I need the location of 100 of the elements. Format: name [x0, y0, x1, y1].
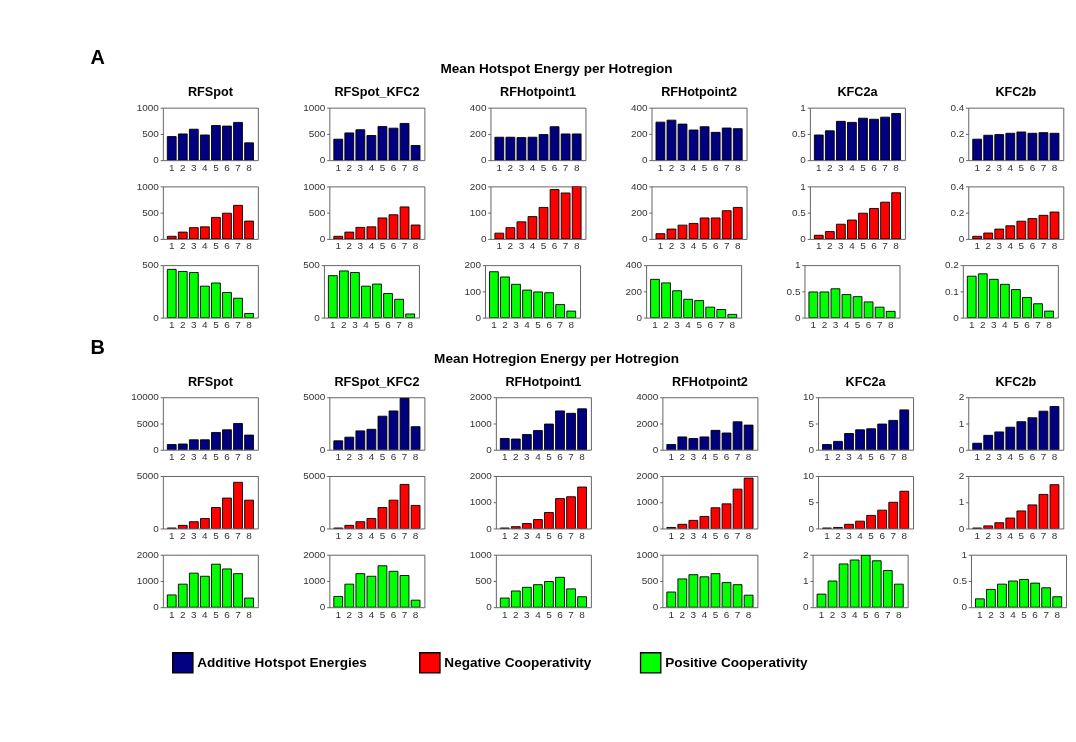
x-tick-label: 4 [701, 451, 708, 463]
x-tick-label: 5 [854, 319, 861, 331]
y-tick-label: 0 [480, 233, 487, 245]
x-tick-label: 2 [341, 319, 348, 331]
y-tick-label: 400 [630, 180, 648, 192]
x-tick-label: 6 [879, 529, 886, 541]
x-tick-label: 4 [1002, 319, 1009, 331]
x-tick-label: 3 [524, 529, 531, 541]
x-tick-label: 6 [224, 608, 231, 620]
y-tick-label: 500 [475, 575, 493, 587]
x-tick-label: 8 [893, 240, 900, 252]
y-tick-label: 1000 [469, 417, 493, 429]
x-tick-label: 1 [816, 161, 823, 173]
x-tick-label: 2 [513, 451, 520, 463]
x-tick-label: 6 [557, 529, 564, 541]
x-tick-label: 8 [1046, 319, 1053, 331]
x-tick-label: 6 [712, 240, 719, 252]
x-tick-label: 4 [1007, 161, 1014, 173]
y-tick-label: 0.4 [950, 101, 965, 113]
y-tick-label: 400 [469, 101, 487, 113]
x-tick-label: 1 [335, 240, 342, 252]
y-tick-label: 0 [958, 522, 965, 534]
x-tick-label: 5 [213, 608, 220, 620]
legend-label: Positive Cooperativity [665, 655, 809, 671]
y-tick-label: 0 [319, 443, 326, 455]
x-tick-label: 5 [379, 161, 386, 173]
x-tick-label: 8 [745, 529, 752, 541]
x-tick-label: 5 [860, 240, 867, 252]
x-tick-label: 7 [235, 608, 242, 620]
y-tick-label: 2000 [469, 391, 493, 403]
x-tick-label: 7 [568, 608, 575, 620]
chart-title: KFC2b [995, 374, 1037, 389]
x-tick-label: 5 [862, 608, 869, 620]
x-tick-label: 4 [849, 240, 856, 252]
x-tick-label: 8 [1051, 240, 1058, 252]
x-tick-label: 1 [501, 608, 508, 620]
x-tick-label: 1 [496, 161, 503, 173]
x-tick-label: 1 [974, 529, 981, 541]
x-tick-label: 3 [357, 161, 364, 173]
x-tick-label: 3 [846, 451, 853, 463]
y-tick-label: 1000 [303, 101, 326, 113]
x-tick-label: 5 [374, 319, 381, 331]
x-tick-label: 7 [235, 319, 242, 331]
y-tick-label: 200 [630, 206, 648, 218]
chart-title: KFC2b [995, 84, 1037, 99]
y-tick-label: 500 [641, 575, 659, 587]
x-tick-label: 8 [412, 161, 419, 173]
x-tick-label: 5 [546, 608, 553, 620]
y-tick-label: 10 [802, 470, 815, 482]
x-tick-label: 3 [524, 451, 531, 463]
x-tick-label: 2 [180, 161, 187, 173]
x-tick-label: 6 [557, 451, 564, 463]
x-tick-label: 8 [568, 319, 575, 331]
chart-title: KFC2a [837, 84, 879, 99]
x-tick-label: 3 [524, 608, 531, 620]
chart-title: RFSpot [187, 84, 234, 99]
x-tick-label: 3 [357, 529, 364, 541]
x-tick-label: 1 [824, 529, 831, 541]
x-tick-label: 2 [346, 161, 353, 173]
x-tick-label: 1 [668, 608, 675, 620]
x-tick-label: 6 [712, 161, 719, 173]
x-tick-label: 8 [246, 240, 253, 252]
x-tick-label: 2 [346, 451, 353, 463]
y-tick-label: 200 [469, 128, 487, 140]
x-tick-label: 4 [535, 451, 542, 463]
x-tick-label: 2 [679, 608, 686, 620]
x-tick-label: 4 [202, 608, 209, 620]
x-tick-label: 6 [1029, 161, 1036, 173]
x-tick-label: 6 [1029, 529, 1036, 541]
x-tick-label: 4 [1007, 451, 1014, 463]
x-tick-label: 4 [685, 319, 692, 331]
y-tick-label: 100 [464, 285, 482, 297]
x-tick-label: 4 [1007, 240, 1014, 252]
text: B [90, 335, 105, 358]
y-tick-label: 0 [319, 601, 326, 613]
y-tick-label: 2000 [469, 470, 493, 482]
x-tick-label: 6 [390, 161, 397, 173]
x-tick-label: 7 [1040, 529, 1047, 541]
y-tick-label: 200 [469, 180, 487, 192]
chart-title: RFHotpoint2 [671, 374, 748, 389]
y-tick-label: 0.5 [786, 285, 801, 297]
x-tick-label: 3 [352, 319, 359, 331]
x-tick-label: 5 [712, 608, 719, 620]
x-tick-label: 6 [1029, 451, 1036, 463]
x-tick-label: 6 [546, 319, 553, 331]
x-tick-label: 5 [540, 161, 547, 173]
x-tick-label: 3 [690, 451, 697, 463]
x-tick-label: 4 [202, 529, 209, 541]
y-tick-label: 0.5 [792, 128, 807, 140]
y-tick-label: 1000 [469, 548, 493, 560]
x-tick-label: 7 [1040, 240, 1047, 252]
x-tick-label: 7 [890, 451, 897, 463]
x-tick-label: 2 [180, 451, 187, 463]
x-tick-label: 6 [871, 240, 878, 252]
x-tick-label: 8 [246, 161, 253, 173]
y-tick-label: 0 [153, 233, 160, 245]
x-tick-label: 2 [180, 319, 187, 331]
x-tick-label: 2 [668, 240, 675, 252]
x-tick-label: 2 [827, 240, 834, 252]
y-tick-label: 200 [630, 128, 648, 140]
